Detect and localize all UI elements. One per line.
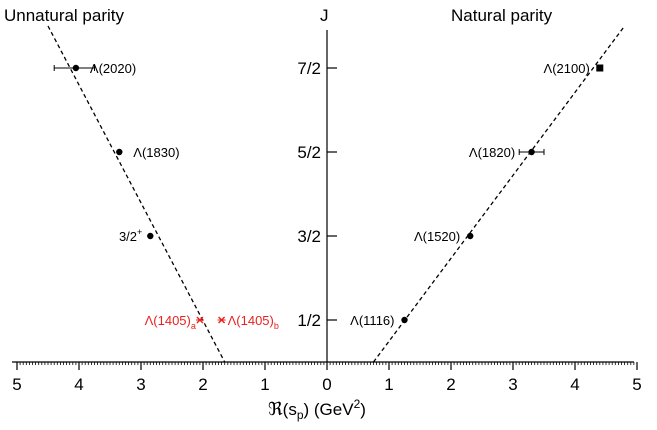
x-tick-label: 2	[446, 375, 455, 394]
x-major-ticks	[16, 362, 638, 370]
data-point-label: Λ(1116)	[350, 313, 394, 328]
y-ticks	[327, 67, 337, 321]
data-point-label-sup: +	[137, 227, 142, 237]
data-point-label: Λ(2020)	[90, 61, 136, 76]
data-point-label-sub: b	[274, 321, 279, 331]
x-tick-label: 5	[12, 375, 21, 394]
x-tick-label: 3	[508, 375, 517, 394]
x-axis-title-s: (s	[283, 400, 297, 419]
unnatural-trend-line	[47, 25, 226, 363]
data-point-label: Λ(1405)b	[228, 313, 279, 331]
data-point-label-text: Λ(1405)	[228, 313, 274, 328]
x-axis-title-sup: 2	[354, 397, 361, 411]
data-point-label-text: Λ(1820)	[469, 145, 515, 160]
data-point-label: Λ(1830)	[133, 145, 179, 160]
data-point-label: Λ(1405)a	[145, 313, 196, 331]
x-tick-label: 5	[632, 375, 641, 394]
data-point-label: Λ(1520)	[414, 229, 460, 244]
natural-trend-line	[372, 25, 626, 363]
data-point-label-sub: a	[191, 321, 196, 331]
data-point-circle	[116, 148, 123, 156]
x-tick-label: 4	[570, 375, 579, 394]
data-point-label-text: Λ(1830)	[133, 145, 179, 160]
x-axis-title-close: )	[360, 400, 366, 419]
data-point-circle	[401, 316, 408, 324]
x-tick-labels: 5 4 3 2 1 0 1 2 3 4 5	[12, 375, 641, 394]
unnatural-parity-title: Unnatural parity	[4, 6, 125, 25]
data-point-label-text: Λ(1116)	[350, 313, 394, 328]
y-tick-label: 3/2	[297, 227, 321, 246]
x-axis-title: ℜ(sp) (GeV2)	[268, 397, 366, 422]
x-axis-title-unit: ) (GeV	[304, 400, 355, 419]
natural-parity-title: Natural parity	[451, 6, 553, 25]
data-point-label-text: 3/2	[119, 229, 137, 244]
x-tick-label: 0	[322, 375, 331, 394]
data-point-square	[596, 64, 604, 72]
data-point-circle	[147, 232, 154, 240]
x-axis-title-sub: p	[297, 408, 304, 422]
data-point-label-text: Λ(2020)	[90, 61, 136, 76]
trend-lines	[47, 25, 626, 363]
y-tick-labels: 1/2 3/2 5/2 7/2	[297, 59, 321, 330]
x-tick-label: 4	[74, 375, 83, 394]
data-point-label-text: Λ(1520)	[414, 229, 460, 244]
data-point-label: Λ(2100)	[544, 61, 590, 76]
data-point-labels: Λ(2020)Λ(1830)3/2+Λ(1116)Λ(1520)Λ(1820)Λ…	[90, 61, 590, 331]
y-tick-label: 5/2	[297, 143, 321, 162]
x-minor-ticks	[19, 362, 635, 365]
data-point-circle	[467, 232, 474, 240]
x-axis-title-script: ℜ	[268, 399, 283, 420]
data-point-label: Λ(1820)	[469, 145, 515, 160]
data-point-label-text: Λ(2100)	[544, 61, 590, 76]
x-tick-label: 1	[260, 375, 269, 394]
y-tick-label: 7/2	[297, 59, 321, 78]
x-tick-label: 1	[384, 375, 393, 394]
data-point-label-text: Λ(1405)	[145, 313, 191, 328]
x-tick-label: 3	[136, 375, 145, 394]
data-point-label: 3/2+	[119, 227, 142, 244]
x-tick-label: 2	[198, 375, 207, 394]
data-point-circle	[528, 148, 535, 156]
data-point-circle	[72, 64, 80, 72]
data-points	[53, 64, 604, 324]
y-axis-label: J	[320, 6, 329, 25]
y-tick-label: 1/2	[297, 311, 321, 330]
